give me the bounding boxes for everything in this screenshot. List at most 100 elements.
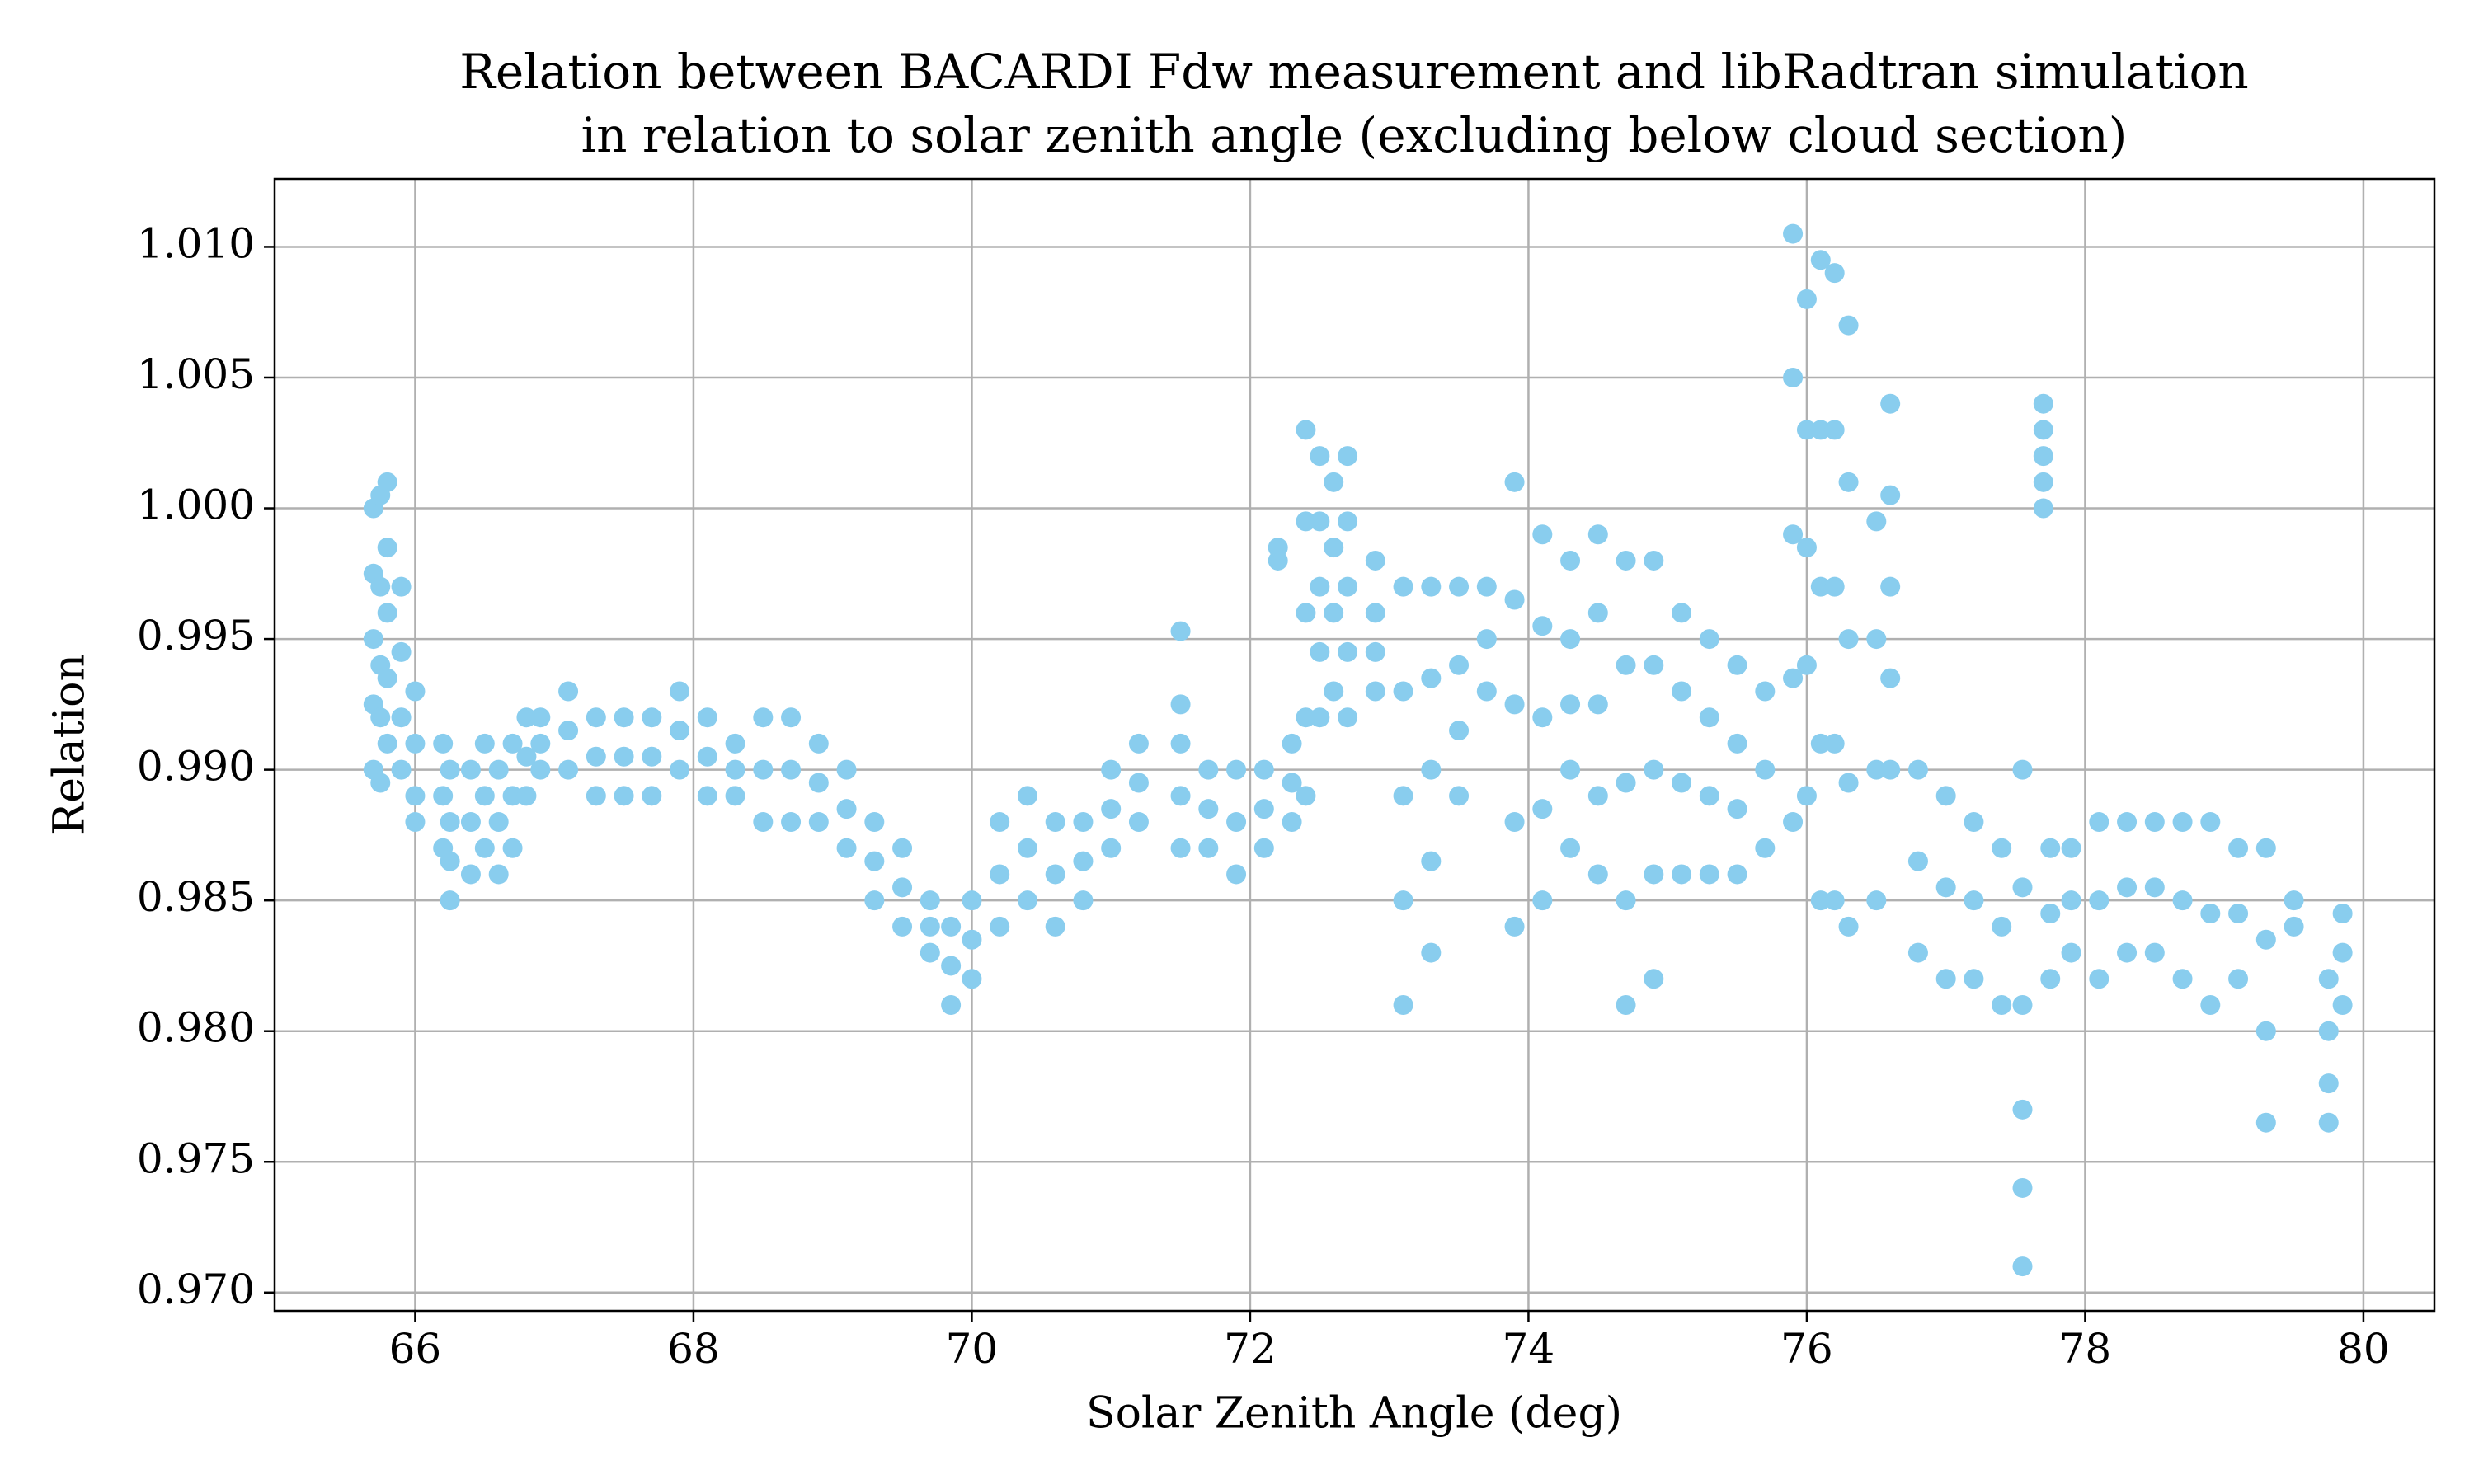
data-point bbox=[1672, 864, 1692, 885]
data-point bbox=[1935, 877, 1956, 898]
data-point bbox=[1616, 773, 1636, 793]
data-point bbox=[1504, 472, 1525, 492]
data-point bbox=[1838, 916, 1859, 937]
data-point bbox=[892, 916, 913, 937]
data-point bbox=[2332, 942, 2353, 963]
data-point bbox=[1449, 655, 1470, 675]
chart-title: in relation to solar zenith angle (exclu… bbox=[581, 107, 2128, 163]
data-point bbox=[488, 759, 509, 780]
data-point bbox=[530, 733, 551, 754]
data-point bbox=[440, 759, 460, 780]
data-point bbox=[2061, 890, 2081, 911]
data-point bbox=[1560, 550, 1581, 571]
data-point bbox=[2200, 995, 2221, 1016]
data-point bbox=[1421, 759, 1442, 780]
data-point bbox=[1296, 511, 1316, 532]
data-point bbox=[990, 864, 1010, 885]
data-point bbox=[1324, 681, 1344, 702]
data-point bbox=[2033, 446, 2053, 467]
data-point bbox=[836, 759, 857, 780]
data-point bbox=[516, 707, 537, 728]
data-point bbox=[1866, 759, 1887, 780]
data-point bbox=[2228, 838, 2249, 858]
data-point bbox=[1796, 538, 1817, 558]
data-point bbox=[1699, 786, 1719, 806]
x-tick-label: 68 bbox=[667, 1325, 720, 1373]
data-point bbox=[864, 812, 885, 833]
x-tick-label: 72 bbox=[1224, 1325, 1277, 1373]
data-point bbox=[808, 733, 829, 754]
data-point bbox=[1310, 511, 1330, 532]
data-point bbox=[2332, 904, 2353, 924]
data-point bbox=[1421, 942, 1442, 963]
y-tick-label: 0.990 bbox=[137, 743, 255, 791]
data-point bbox=[1824, 263, 1845, 284]
data-point bbox=[864, 890, 885, 911]
data-point bbox=[1616, 550, 1636, 571]
data-point bbox=[488, 812, 509, 833]
data-point bbox=[391, 576, 412, 597]
data-point bbox=[1282, 733, 1302, 754]
data-point bbox=[1421, 576, 1442, 597]
data-point bbox=[836, 799, 857, 819]
data-point bbox=[1838, 773, 1859, 793]
data-point bbox=[1644, 864, 1664, 885]
data-point bbox=[2228, 904, 2249, 924]
data-point bbox=[2255, 1112, 2276, 1133]
data-point bbox=[2012, 1177, 2033, 1198]
data-point bbox=[405, 681, 426, 702]
data-point bbox=[2255, 929, 2276, 950]
data-point bbox=[2061, 838, 2081, 858]
data-point bbox=[697, 746, 717, 767]
data-point bbox=[962, 929, 982, 950]
data-point bbox=[1796, 655, 1817, 675]
data-point bbox=[1907, 942, 1928, 963]
data-point bbox=[1560, 759, 1581, 780]
y-axis-label: Relation bbox=[45, 654, 95, 835]
data-point bbox=[1310, 641, 1330, 662]
data-point bbox=[377, 668, 397, 688]
data-point bbox=[1880, 576, 1901, 597]
data-point bbox=[990, 812, 1010, 833]
data-point bbox=[460, 864, 481, 885]
data-point bbox=[1296, 603, 1316, 623]
x-tick-label: 74 bbox=[1503, 1325, 1555, 1373]
data-point bbox=[2012, 1099, 2033, 1120]
data-point bbox=[990, 916, 1010, 937]
data-point bbox=[2172, 890, 2193, 911]
data-point bbox=[642, 786, 662, 806]
data-point bbox=[1644, 655, 1664, 675]
data-point bbox=[941, 995, 962, 1016]
data-point bbox=[2255, 838, 2276, 858]
data-point bbox=[1017, 890, 1037, 911]
data-point bbox=[516, 746, 537, 767]
data-point bbox=[2284, 916, 2304, 937]
x-axis-label: Solar Zenith Angle (deg) bbox=[1086, 1389, 1622, 1439]
data-point bbox=[1560, 694, 1581, 715]
data-point bbox=[2061, 942, 2081, 963]
data-point bbox=[1504, 694, 1525, 715]
data-point bbox=[558, 681, 579, 702]
data-point bbox=[1101, 838, 1122, 858]
data-point bbox=[1296, 707, 1316, 728]
data-point bbox=[1866, 511, 1887, 532]
data-point bbox=[1907, 759, 1928, 780]
data-point bbox=[1198, 799, 1219, 819]
data-point bbox=[1560, 838, 1581, 858]
data-point bbox=[725, 759, 745, 780]
data-point bbox=[1253, 799, 1274, 819]
data-point bbox=[892, 838, 913, 858]
data-point bbox=[1935, 969, 1956, 989]
data-point bbox=[1393, 681, 1413, 702]
data-point bbox=[2200, 904, 2221, 924]
data-point bbox=[1796, 420, 1817, 440]
data-point bbox=[1310, 446, 1330, 467]
data-point bbox=[502, 733, 523, 754]
data-point bbox=[670, 759, 690, 780]
data-point bbox=[1296, 786, 1316, 806]
plot-frame bbox=[273, 177, 2436, 1313]
data-point bbox=[1907, 851, 1928, 871]
data-point bbox=[2318, 969, 2339, 989]
data-point bbox=[1672, 603, 1692, 623]
